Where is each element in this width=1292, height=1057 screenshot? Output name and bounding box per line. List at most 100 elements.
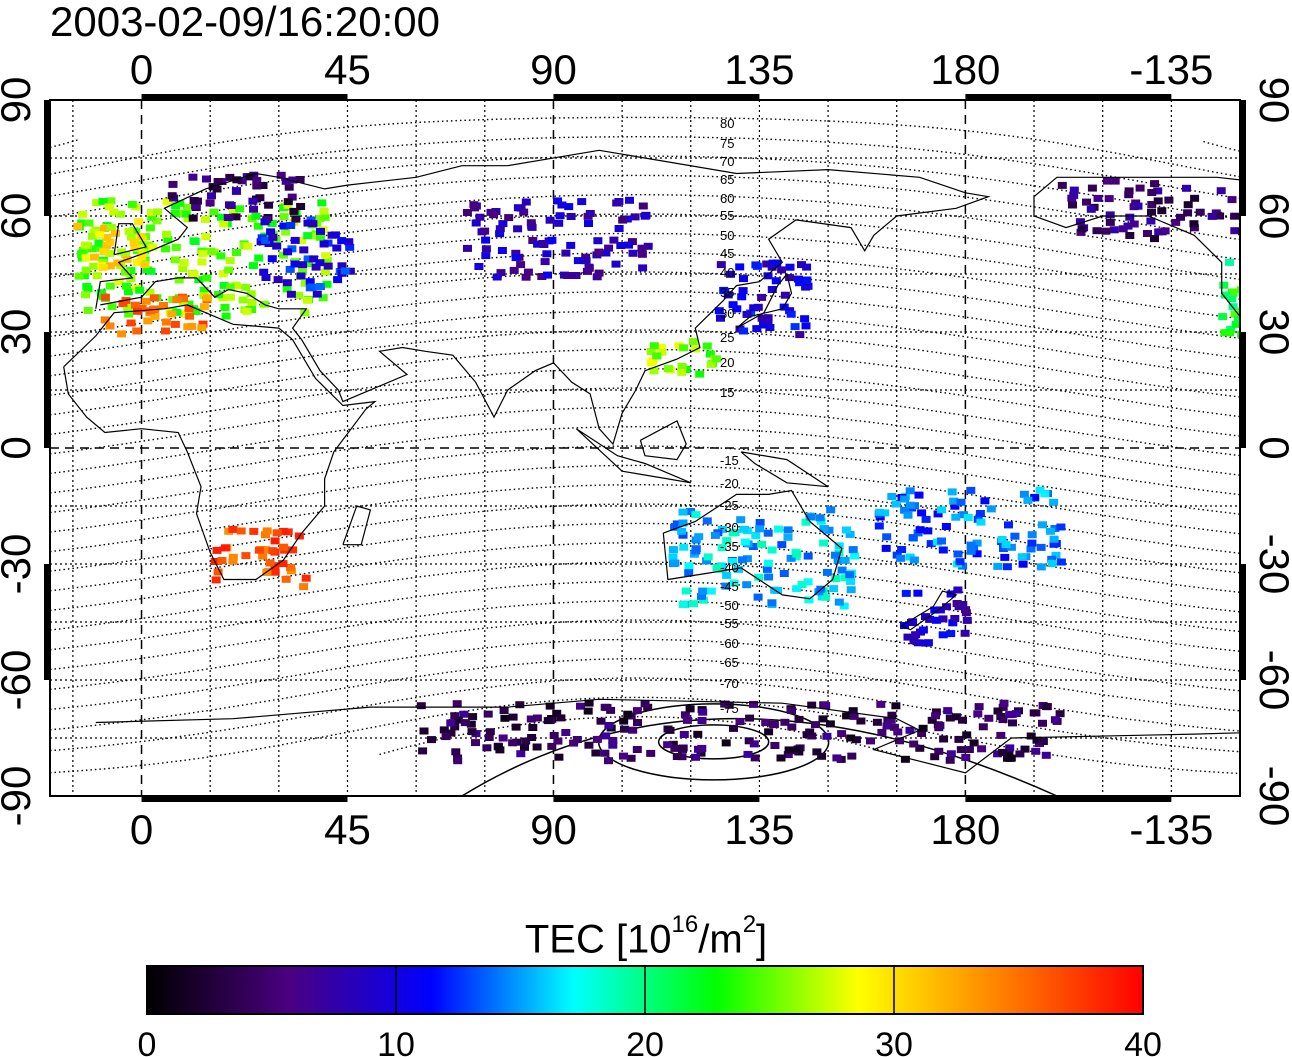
tec-cell [672, 520, 682, 528]
tec-cell [1265, 163, 1274, 170]
tec-cell [753, 303, 763, 311]
tec-cell [831, 575, 841, 583]
tec-cell [484, 734, 494, 741]
tec-cell [1050, 716, 1060, 724]
tec-cell [127, 200, 137, 208]
contour-label: 50 [720, 228, 734, 243]
lon-tick-label-top: 90 [530, 46, 577, 93]
tec-cell [480, 227, 490, 235]
tec-cell [952, 600, 962, 607]
tec-cell [1045, 527, 1055, 535]
tec-cell [1236, 286, 1240, 294]
tec-cell [1031, 747, 1041, 755]
tec-cell [1285, 164, 1292, 171]
geomag-contour [50, 503, 1240, 574]
tec-cell [722, 537, 732, 545]
tec-cell [540, 258, 550, 266]
tec-cell [691, 545, 701, 553]
tec-cell [467, 728, 477, 736]
tec-cell [918, 724, 928, 732]
tec-cell [453, 716, 463, 724]
tec-cell [136, 233, 146, 240]
tec-cell [1227, 295, 1237, 303]
tec-cell [826, 506, 836, 514]
lon-tick-label-bottom: 180 [930, 806, 1000, 853]
tec-cell [783, 533, 793, 541]
tec-cell [94, 239, 104, 247]
map-timestamp-title: 2003-02-09/16:20:00 [50, 0, 440, 45]
tec-cell [763, 272, 773, 280]
tec-cell [533, 240, 543, 248]
tec-cell [418, 747, 428, 755]
tec-cell [592, 273, 602, 281]
tec-cell [783, 751, 793, 759]
tec-cell [954, 735, 964, 743]
tec-cell [625, 196, 634, 204]
tec-cell [268, 233, 278, 241]
tec-cell [159, 302, 168, 309]
tec-cell [1020, 745, 1030, 753]
tec-cell [198, 320, 208, 328]
tec-cell [738, 287, 748, 295]
tec-cell [943, 707, 953, 715]
tec-cell [926, 540, 936, 548]
tec-cell [875, 508, 885, 516]
tec-cell [740, 538, 750, 546]
tec-cell [797, 261, 806, 269]
tec-cell [187, 322, 197, 330]
tec-cell [1225, 258, 1234, 266]
lat-tick-label-left: -60 [0, 650, 39, 711]
geomag-contour [50, 329, 1240, 398]
tec-cell [511, 249, 521, 257]
tec-cell [452, 700, 462, 708]
tec-cell [519, 208, 529, 216]
tec-cell [148, 243, 158, 251]
tec-cell [180, 310, 190, 318]
tec-cell [609, 236, 619, 244]
tec-cell [1118, 225, 1128, 233]
tec-cell [318, 294, 328, 302]
coastlines [63, 149, 1240, 774]
tec-cell [848, 546, 858, 554]
tec-cell [600, 703, 610, 711]
contour-label: 30 [720, 306, 734, 321]
tec-cell [1231, 320, 1240, 328]
tec-cell [703, 553, 713, 561]
tec-cell [726, 270, 735, 278]
tec-cell [679, 543, 689, 551]
tec-cell [637, 244, 647, 252]
tec-cell [762, 260, 772, 268]
tec-cell [511, 254, 521, 262]
tec-cell [793, 275, 803, 283]
tec-cell [737, 293, 747, 301]
tec-cell [1038, 719, 1047, 727]
tec-cell [792, 585, 802, 593]
tec-cell [623, 710, 633, 718]
tec-cell [792, 550, 802, 558]
tec-cell [765, 324, 775, 331]
lat-tick-label-right: 30 [1251, 309, 1292, 356]
tec-cell [984, 714, 994, 722]
tec-cell [911, 631, 921, 639]
tec-cell [332, 244, 342, 252]
tec-cell [935, 722, 945, 730]
tec-cell [190, 238, 200, 245]
tec-cell [770, 742, 780, 749]
tec-cell [628, 249, 638, 257]
tec-cell [468, 713, 478, 721]
colorbar-title-suffix: ] [756, 917, 768, 962]
tec-cell [106, 223, 116, 231]
tec-cell [147, 213, 157, 221]
frame-bar-top [965, 94, 1172, 100]
tec-cell [677, 753, 687, 761]
tec-cell [584, 741, 594, 749]
lon-tick-label-top: 180 [930, 46, 1000, 93]
tec-cell [281, 177, 291, 185]
tec-cell [312, 290, 322, 298]
tec-cell [345, 267, 355, 275]
tec-cell [308, 220, 318, 228]
tec-cell [1164, 196, 1174, 204]
tec-cell [254, 254, 264, 262]
tec-cell [1077, 225, 1087, 233]
tec-cell [320, 213, 330, 221]
